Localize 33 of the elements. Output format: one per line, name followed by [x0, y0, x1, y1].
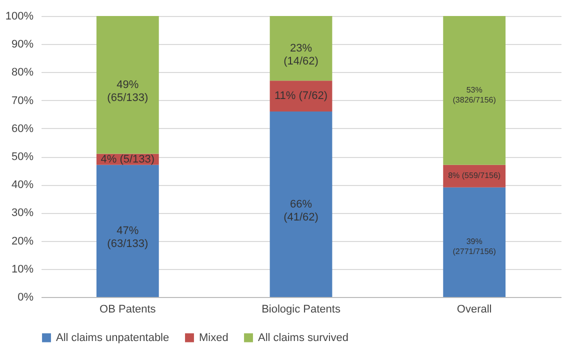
y-tick-label: 90%: [11, 38, 34, 51]
legend-label: All claims unpatentable: [56, 332, 170, 344]
data-label: 47% (63/133): [107, 224, 148, 250]
y-tick-label: 50%: [11, 151, 34, 163]
bar: [270, 16, 332, 81]
x-tick-label: OB Patents: [100, 304, 156, 316]
y-tick-label: 0%: [18, 292, 34, 304]
x-tick-label: Overall: [456, 304, 492, 316]
bar: [443, 187, 506, 297]
x-tick-label: Biologic Patents: [262, 304, 341, 316]
legend-label: Mixed: [199, 332, 228, 344]
data-label: 66% (41/62): [284, 198, 318, 224]
bar: [96, 16, 159, 154]
data-label: 23% (14/62): [284, 42, 318, 68]
bar: [443, 16, 506, 165]
bar: [270, 112, 332, 297]
data-label: 49% (65/133): [107, 78, 148, 104]
y-tick-label: 70%: [11, 94, 34, 107]
y-tick-label: 30%: [11, 207, 34, 220]
y-tick-label: 40%: [11, 179, 34, 192]
data-label: 53% (3826/7156): [452, 85, 496, 104]
y-tick-label: 10%: [11, 263, 34, 276]
legend-label: All claims survived: [258, 332, 348, 344]
data-label: 39% (2771/7156): [452, 237, 496, 256]
data-label: 8% (559/7156): [448, 171, 501, 180]
bar: [96, 164, 159, 297]
y-tick-label: 100%: [5, 10, 34, 22]
y-tick-label: 60%: [11, 122, 34, 135]
y-tick-label: 20%: [11, 235, 34, 248]
data-label: 4% (5/133): [100, 153, 155, 166]
bar: [270, 80, 332, 112]
data-label: 11% (7/62): [274, 90, 328, 102]
y-tick-label: 80%: [11, 66, 34, 79]
